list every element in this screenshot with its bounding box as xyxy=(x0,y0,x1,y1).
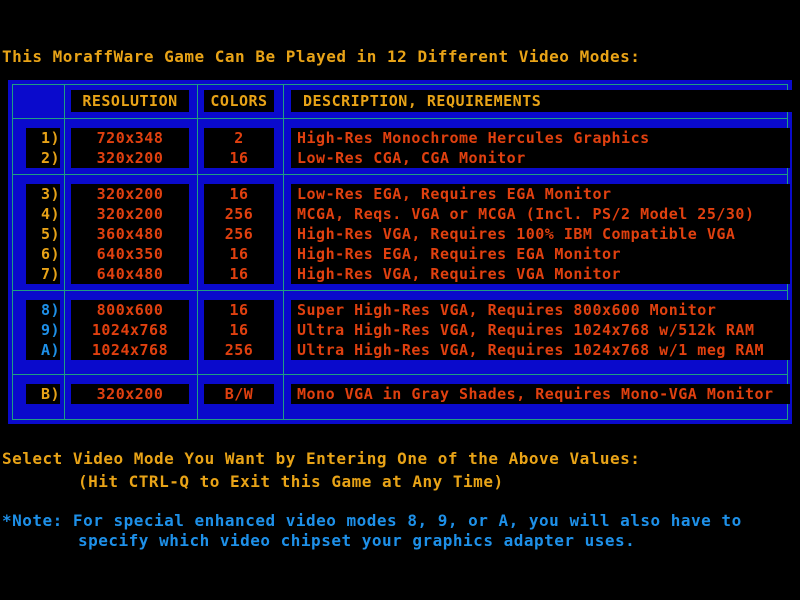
mode-colors: 2 xyxy=(204,128,274,148)
table-row[interactable]: 7) 640x480 16 High-Res VGA, Requires VGA… xyxy=(8,264,792,284)
table-row[interactable]: 2) 320x200 16 Low-Res CGA, CGA Monitor xyxy=(8,148,792,168)
column-divider-resolution xyxy=(197,84,198,420)
mode-description: Low-Res EGA, Requires EGA Monitor xyxy=(291,184,790,204)
mode-description: High-Res VGA, Requires 100% IBM Compatib… xyxy=(291,224,790,244)
mode-description: Mono VGA in Gray Shades, Requires Mono-V… xyxy=(291,384,790,404)
table-row[interactable]: 9) 1024x768 16 Ultra High-Res VGA, Requi… xyxy=(8,320,792,340)
mode-index: 8) xyxy=(26,300,60,320)
mode-colors: 256 xyxy=(204,204,274,224)
mode-description: Super High-Res VGA, Requires 800x600 Mon… xyxy=(291,300,790,320)
mode-resolution: 360x480 xyxy=(71,224,189,244)
mode-resolution: 320x200 xyxy=(71,148,189,168)
mode-colors: 16 xyxy=(204,264,274,284)
mode-index: 5) xyxy=(26,224,60,244)
group-separator-2 xyxy=(12,290,788,291)
mode-colors: 16 xyxy=(204,300,274,320)
mode-description: Low-Res CGA, CGA Monitor xyxy=(291,148,790,168)
table-row[interactable]: 4) 320x200 256 MCGA, Reqs. VGA or MCGA (… xyxy=(8,204,792,224)
exit-hint: (Hit CTRL-Q to Exit this Game at Any Tim… xyxy=(78,472,504,491)
video-modes-table: RESOLUTION COLORS DESCRIPTION, REQUIREME… xyxy=(8,80,796,424)
mode-colors: 16 xyxy=(204,148,274,168)
mode-index: 6) xyxy=(26,244,60,264)
mode-description: High-Res VGA, Requires VGA Monitor xyxy=(291,264,790,284)
group-separator-3 xyxy=(12,374,788,375)
mode-index: A) xyxy=(26,340,60,360)
column-header-colors: COLORS xyxy=(204,90,274,112)
note-line-2: specify which video chipset your graphic… xyxy=(78,531,636,550)
table-row[interactable]: 8) 800x600 16 Super High-Res VGA, Requir… xyxy=(8,300,792,320)
mode-resolution: 320x200 xyxy=(71,384,189,404)
mode-description: MCGA, Reqs. VGA or MCGA (Incl. PS/2 Mode… xyxy=(291,204,790,224)
mode-index: 4) xyxy=(26,204,60,224)
mode-colors: 16 xyxy=(204,320,274,340)
column-divider-colors xyxy=(283,84,284,420)
table-row[interactable]: 5) 360x480 256 High-Res VGA, Requires 10… xyxy=(8,224,792,244)
group-separator-1 xyxy=(12,174,788,175)
mode-resolution: 1024x768 xyxy=(71,340,189,360)
mode-group-1: 1) 720x348 2 High-Res Monochrome Hercule… xyxy=(8,128,792,168)
mode-description: High-Res Monochrome Hercules Graphics xyxy=(291,128,790,148)
mode-resolution: 320x200 xyxy=(71,184,189,204)
mode-resolution: 800x600 xyxy=(71,300,189,320)
mode-description: Ultra High-Res VGA, Requires 1024x768 w/… xyxy=(291,320,790,340)
mode-group-3: 8) 800x600 16 Super High-Res VGA, Requir… xyxy=(8,300,792,360)
mode-index: 2) xyxy=(26,148,60,168)
mode-group-4: B) 320x200 B/W Mono VGA in Gray Shades, … xyxy=(8,384,792,404)
table-row[interactable]: A) 1024x768 256 Ultra High-Res VGA, Requ… xyxy=(8,340,792,360)
column-header-resolution: RESOLUTION xyxy=(71,90,189,112)
column-divider-index xyxy=(64,84,65,420)
select-prompt: Select Video Mode You Want by Entering O… xyxy=(2,449,641,468)
mode-colors: B/W xyxy=(204,384,274,404)
mode-colors: 16 xyxy=(204,184,274,204)
mode-resolution: 640x350 xyxy=(71,244,189,264)
table-row[interactable]: 1) 720x348 2 High-Res Monochrome Hercule… xyxy=(8,128,792,148)
header-separator xyxy=(12,118,788,119)
mode-index: B) xyxy=(26,384,60,404)
mode-colors: 256 xyxy=(204,340,274,360)
mode-resolution: 640x480 xyxy=(71,264,189,284)
note-line-1: *Note: For special enhanced video modes … xyxy=(2,511,742,530)
mode-group-2: 3) 320x200 16 Low-Res EGA, Requires EGA … xyxy=(8,184,792,284)
mode-colors: 256 xyxy=(204,224,274,244)
mode-index: 9) xyxy=(26,320,60,340)
column-header-description: DESCRIPTION, REQUIREMENTS xyxy=(291,90,796,112)
mode-resolution: 1024x768 xyxy=(71,320,189,340)
mode-description: High-Res EGA, Requires EGA Monitor xyxy=(291,244,790,264)
table-row[interactable]: 6) 640x350 16 High-Res EGA, Requires EGA… xyxy=(8,244,792,264)
mode-index: 3) xyxy=(26,184,60,204)
mode-index: 7) xyxy=(26,264,60,284)
page-title: This MoraffWare Game Can Be Played in 12… xyxy=(2,47,641,66)
table-row[interactable]: B) 320x200 B/W Mono VGA in Gray Shades, … xyxy=(8,384,792,404)
mode-index: 1) xyxy=(26,128,60,148)
mode-colors: 16 xyxy=(204,244,274,264)
table-header-row: RESOLUTION COLORS DESCRIPTION, REQUIREME… xyxy=(8,90,796,112)
mode-description: Ultra High-Res VGA, Requires 1024x768 w/… xyxy=(291,340,790,360)
mode-resolution: 320x200 xyxy=(71,204,189,224)
table-row[interactable]: 3) 320x200 16 Low-Res EGA, Requires EGA … xyxy=(8,184,792,204)
mode-resolution: 720x348 xyxy=(71,128,189,148)
